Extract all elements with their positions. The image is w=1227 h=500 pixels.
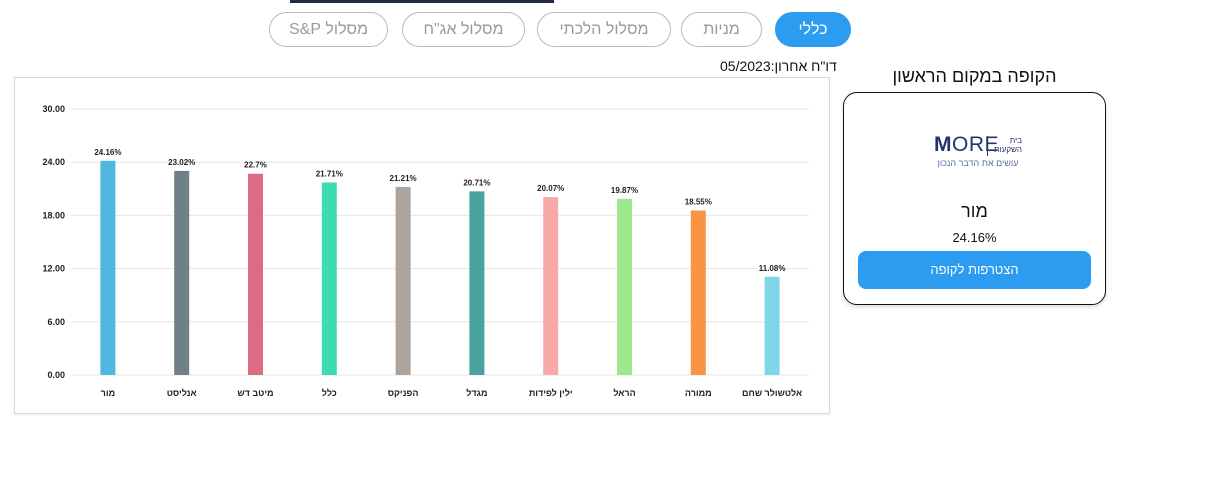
bar — [764, 276, 780, 375]
bar — [174, 170, 190, 375]
bar-value-label: 23.02% — [168, 158, 195, 167]
tab-sp-track[interactable]: מסלול S&P — [269, 12, 388, 47]
bar-value-label: 11.08% — [759, 264, 786, 273]
track-tabs: מסלול S&P מסלול אג"ח מסלול הלכתי מניות כ… — [269, 12, 851, 47]
bar-value-label: 21.71% — [316, 170, 343, 179]
x-category-label: ממורה — [685, 388, 712, 398]
x-category-label: מגדל — [466, 388, 487, 398]
x-category-label: מור — [101, 388, 115, 398]
bar — [543, 197, 559, 375]
tab-bonds-track[interactable]: מסלול אג"ח — [402, 12, 525, 47]
x-category-label: אנליסט — [167, 388, 197, 398]
bar-chart: 0.00 6.00 12.00 18.00 24.00 30.00 24.16% מור 23.… — [42, 104, 809, 398]
x-category-label: ילין לפידות — [529, 388, 573, 398]
bar — [395, 186, 411, 375]
bar-value-label: 24.16% — [94, 148, 121, 157]
bar — [100, 160, 116, 375]
bar-value-label: 20.71% — [463, 178, 490, 187]
top-fund-value: 24.16% — [952, 230, 997, 245]
x-category-label: הפניקס — [388, 388, 419, 398]
join-fund-button[interactable]: הצטרפות לקופה — [858, 251, 1091, 289]
bar — [248, 173, 263, 375]
logo-wordmark: MORE — [934, 133, 1000, 156]
y-tick-label: 6.00 — [47, 317, 65, 327]
x-category-label: מיטב דש — [237, 388, 273, 398]
active-tab-underline — [290, 0, 554, 3]
x-category-label: כלל — [322, 388, 337, 398]
y-tick-label: 12.00 — [42, 264, 65, 274]
logo-tagline: עושים את הדבר הנכון — [937, 158, 1019, 168]
top-fund-heading: הקופה במקום הראשון — [892, 66, 1057, 86]
bar-value-label: 18.55% — [685, 198, 712, 207]
x-category-label: אלטשולר שחם — [742, 388, 802, 398]
bar — [617, 198, 632, 375]
y-tick-label: 18.00 — [42, 210, 65, 220]
y-tick-label: 30.00 — [42, 104, 65, 114]
bar — [469, 191, 485, 375]
top-fund-name: מור — [961, 201, 988, 221]
bar — [321, 182, 337, 375]
last-report-label: 05/2023:דו"ח אחרון — [720, 58, 837, 74]
bar — [690, 210, 706, 375]
bar-value-label: 20.07% — [537, 184, 564, 193]
tab-general[interactable]: כללי — [775, 12, 851, 47]
bar-value-label: 19.87% — [611, 186, 638, 195]
y-tick-label: 0.00 — [47, 370, 65, 380]
tab-halachic-track[interactable]: מסלול הלכתי — [537, 12, 671, 47]
y-tick-label: 24.00 — [42, 157, 65, 167]
top-fund-card: MORE בית השקעות עושים את הדבר הנכון מור … — [843, 92, 1106, 305]
bar-value-label: 21.21% — [390, 174, 417, 183]
tab-stocks[interactable]: מניות — [681, 12, 762, 47]
bar-value-label: 22.7% — [244, 161, 267, 170]
x-category-label: הראל — [613, 388, 635, 398]
logo-divider — [987, 136, 988, 156]
logo-side-text: בית השקעות — [994, 136, 1022, 154]
more-logo: MORE בית השקעות עושים את הדבר הנכון — [844, 133, 1105, 173]
chart-panel: 0.00 6.00 12.00 18.00 24.00 30.00 24.16% מור 23.… — [14, 77, 830, 414]
